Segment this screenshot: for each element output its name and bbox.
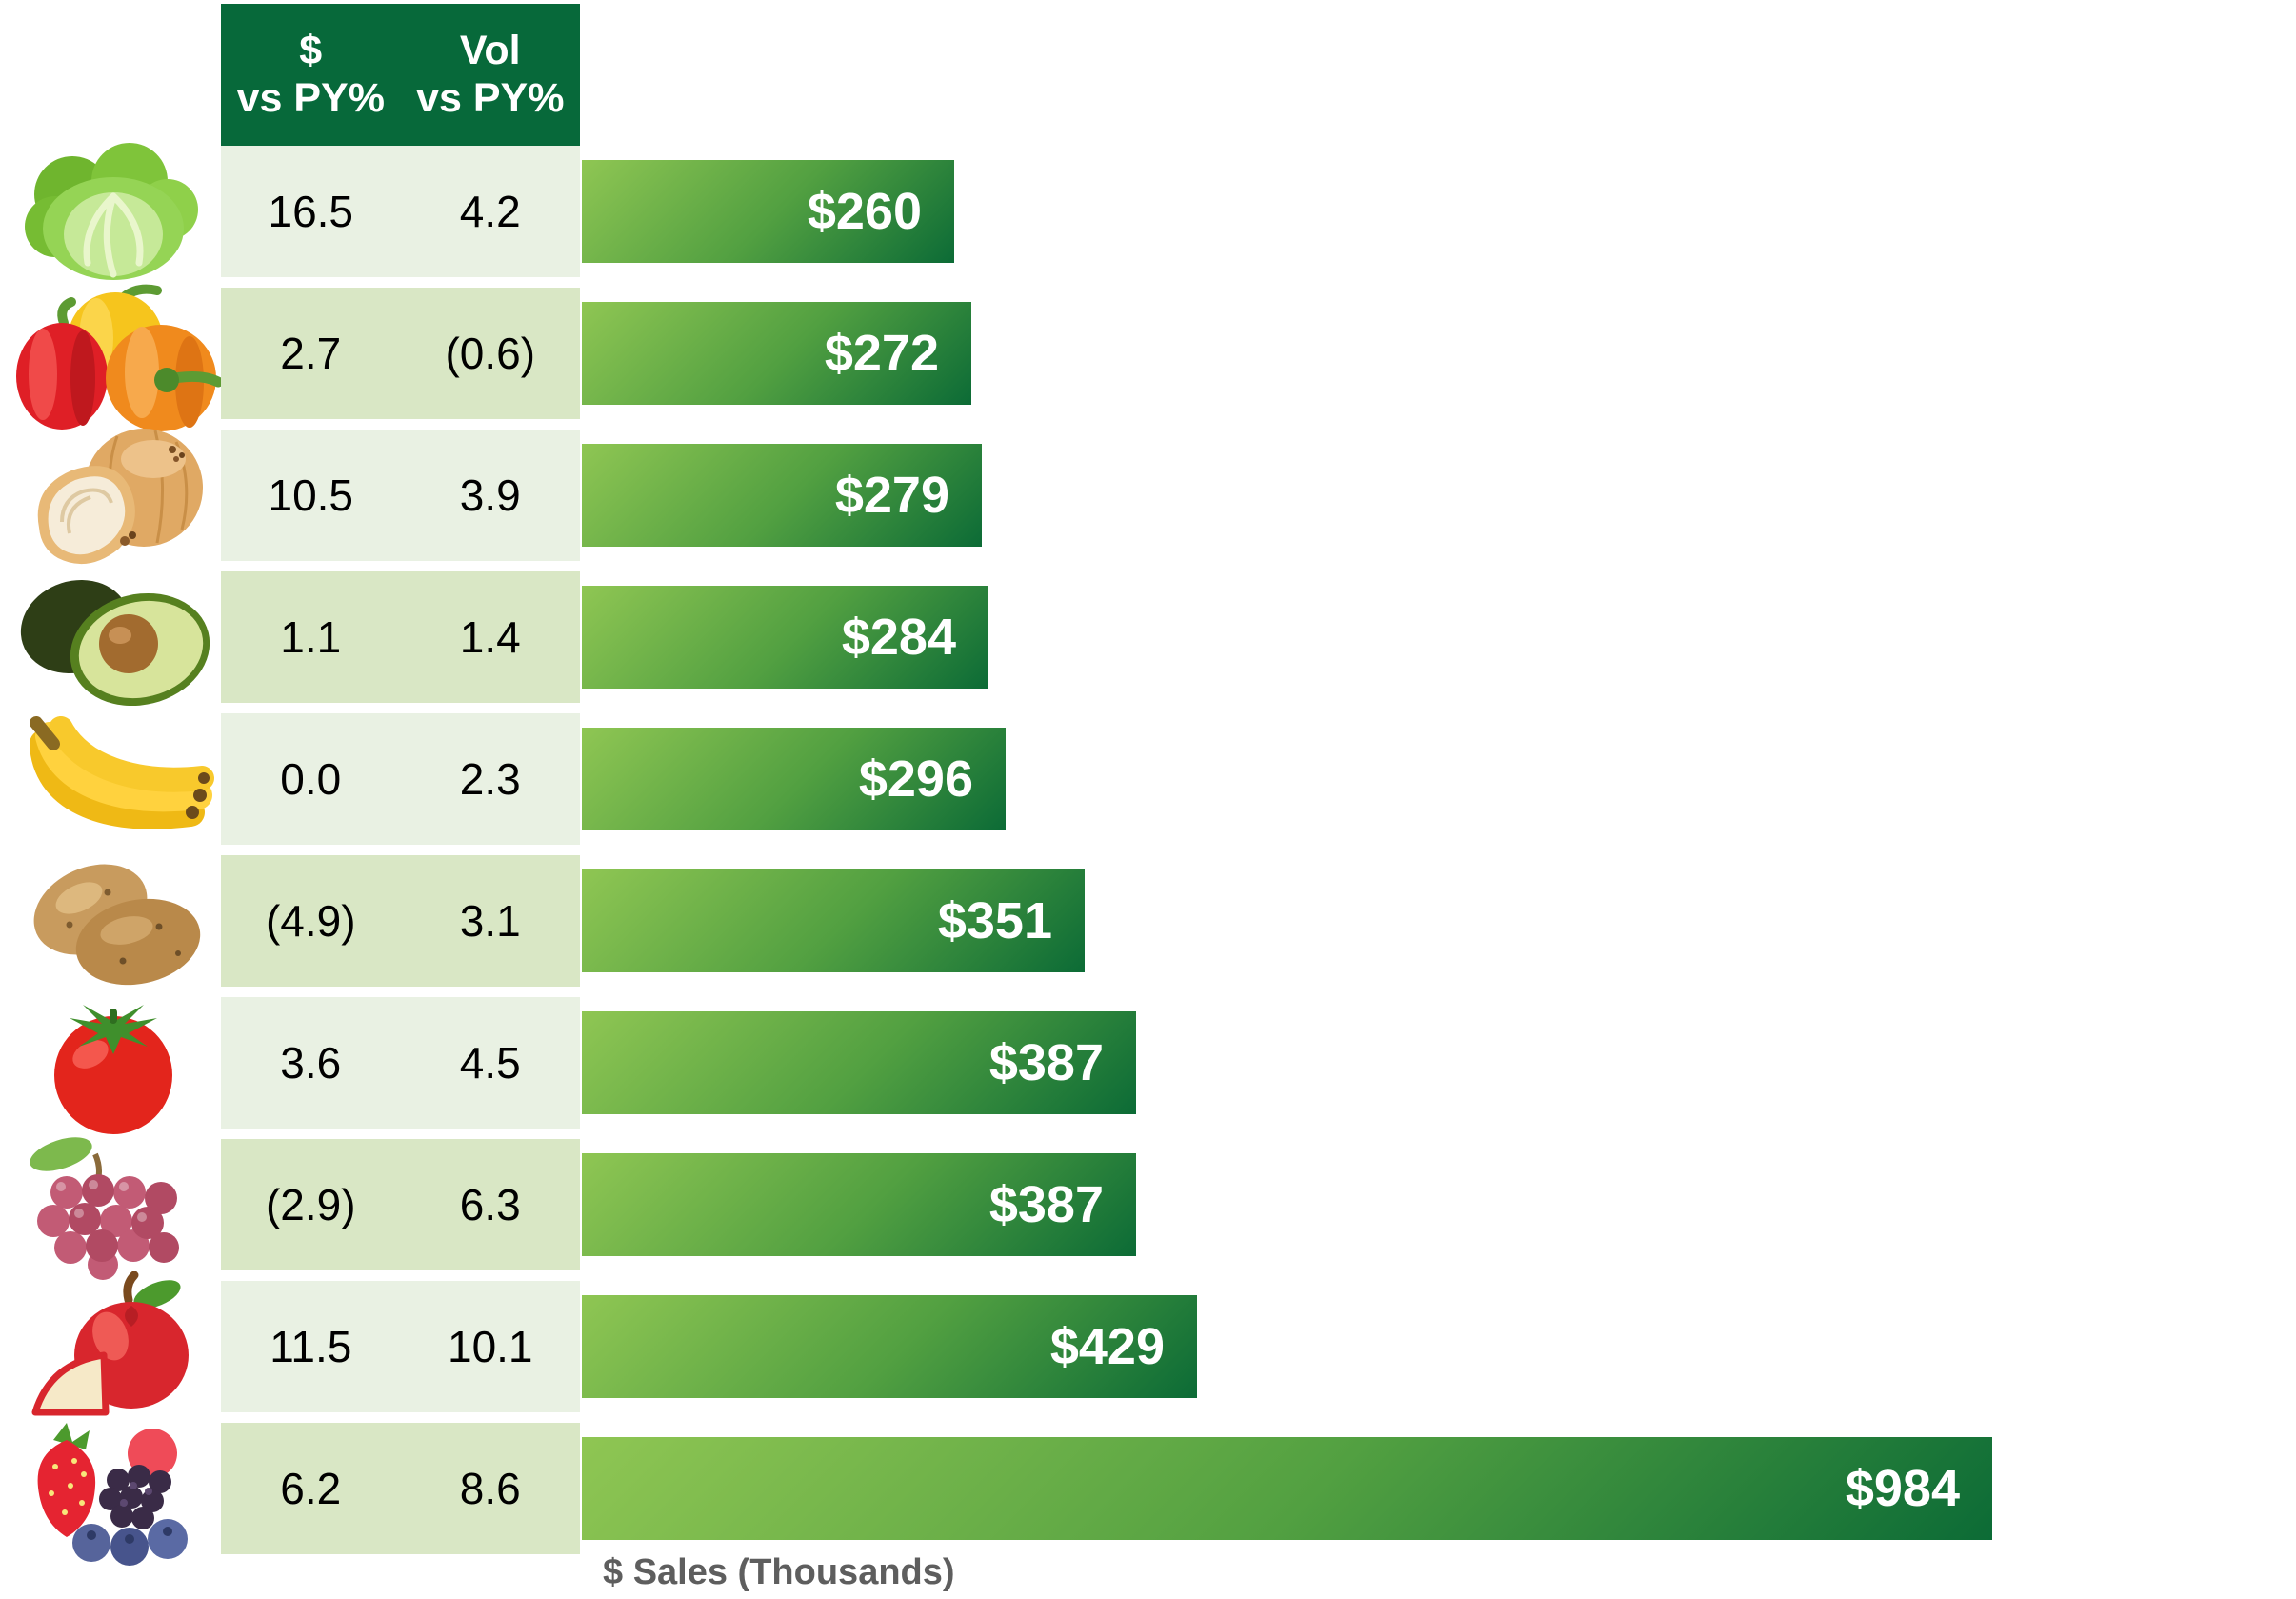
- table-row-onions: 10.5 3.9 $279: [0, 429, 2296, 565]
- sales-bar: $387: [582, 1153, 1136, 1256]
- vol-vs-py-value: 10.1: [447, 1322, 533, 1371]
- vol-vs-py-value: 1.4: [459, 612, 521, 662]
- sales-value-label: $351: [937, 892, 1052, 949]
- col-header-dollar-vs-py-text: $ vs PY%: [236, 27, 385, 121]
- vol-vs-py-value: 2.3: [459, 754, 521, 804]
- lettuce-icon: [10, 143, 217, 280]
- dollar-vs-py-value: 10.5: [268, 470, 354, 520]
- dollar-vs-py-value: 11.5: [270, 1322, 352, 1371]
- dollar-vs-py-value: 6.2: [280, 1464, 342, 1513]
- sales-value-label: $279: [834, 467, 949, 524]
- sales-value-label: $387: [988, 1034, 1104, 1091]
- dollar-vs-py-value: 2.7: [280, 329, 342, 378]
- dollar-vs-py-value: 3.6: [280, 1038, 342, 1088]
- row-cells: 6.2 8.6: [221, 1423, 580, 1554]
- table-row-bell-peppers: 2.7 (0.6) $272: [0, 284, 2296, 431]
- row-cells: (4.9) 3.1: [221, 855, 580, 987]
- vol-vs-py-value: 6.3: [459, 1180, 521, 1229]
- sales-bar: $296: [582, 728, 1006, 830]
- sales-bar: $272: [582, 302, 971, 405]
- apple-icon: [10, 1271, 217, 1416]
- vol-vs-py-value: 8.6: [459, 1464, 521, 1513]
- vol-vs-py-value: 3.9: [459, 470, 521, 520]
- col-header-vol-vs-py: Vol vs PY%: [401, 4, 581, 146]
- row-cells: 11.5 10.1: [221, 1281, 580, 1412]
- dollar-vs-py-value: 1.1: [280, 612, 342, 662]
- table-row-avocados: 1.1 1.4 $284: [0, 571, 2296, 707]
- dollar-vs-py-value: (4.9): [265, 896, 356, 946]
- grapes-icon: [10, 1137, 217, 1280]
- vol-vs-py-value: 3.1: [459, 896, 521, 946]
- sales-bar: $429: [582, 1295, 1197, 1398]
- avocado-icon: [10, 571, 217, 707]
- sales-bar: $387: [582, 1011, 1136, 1114]
- table-row-berries: 6.2 8.6 $984: [0, 1423, 2296, 1566]
- table-row-apples: 11.5 10.1 $429: [0, 1271, 2296, 1416]
- col-header-dollar-vs-py: $ vs PY%: [221, 4, 401, 146]
- row-cells: 3.6 4.5: [221, 997, 580, 1129]
- row-cells: 0.0 2.3: [221, 713, 580, 845]
- vol-vs-py-value: 4.2: [459, 187, 521, 236]
- sales-bar: $260: [582, 160, 954, 263]
- table-row-potatoes: (4.9) 3.1 $351: [0, 855, 2296, 987]
- col-header-vol-vs-py-text: Vol vs PY%: [416, 27, 565, 121]
- row-cells: (2.9) 6.3: [221, 1139, 580, 1270]
- table-row-lettuce: 16.5 4.2 $260: [0, 143, 2296, 280]
- table-row-tomatoes: 3.6 4.5 $387: [0, 997, 2296, 1134]
- bananas-icon: [10, 713, 217, 845]
- sales-bar: $351: [582, 869, 1085, 972]
- sales-value-label: $296: [858, 750, 973, 808]
- sales-value-label: $272: [824, 325, 939, 382]
- sales-bar: $984: [582, 1437, 1992, 1540]
- dollar-vs-py-value: 0.0: [280, 754, 342, 804]
- sales-value-label: $429: [1049, 1318, 1165, 1375]
- row-cells: 10.5 3.9: [221, 430, 580, 561]
- row-cells: 1.1 1.4: [221, 571, 580, 703]
- table-row-bananas: 0.0 2.3 $296: [0, 713, 2296, 845]
- potatoes-icon: [10, 855, 217, 987]
- row-cells: 2.7 (0.6): [221, 288, 580, 419]
- peppers-icon: [10, 284, 224, 431]
- table-row-grapes: (2.9) 6.3 $387: [0, 1137, 2296, 1280]
- sales-value-label: $387: [988, 1176, 1104, 1233]
- vol-vs-py-value: 4.5: [459, 1038, 521, 1088]
- sales-value-label: $984: [1845, 1460, 1960, 1517]
- x-axis-label: $ Sales (Thousands): [603, 1552, 955, 1592]
- sales-bar: $284: [582, 586, 988, 689]
- dollar-vs-py-value: (2.9): [265, 1180, 356, 1229]
- sales-value-label: $284: [841, 609, 956, 666]
- dollar-vs-py-value: 16.5: [268, 187, 354, 236]
- table-header: $ vs PY% Vol vs PY%: [221, 4, 580, 146]
- onion-icon: [10, 429, 217, 565]
- vol-vs-py-value: (0.6): [445, 329, 536, 378]
- tomato-icon: [10, 997, 217, 1134]
- sales-bar: $279: [582, 444, 982, 547]
- berries-icon: [10, 1423, 217, 1566]
- row-cells: 16.5 4.2: [221, 146, 580, 277]
- sales-value-label: $260: [807, 183, 922, 240]
